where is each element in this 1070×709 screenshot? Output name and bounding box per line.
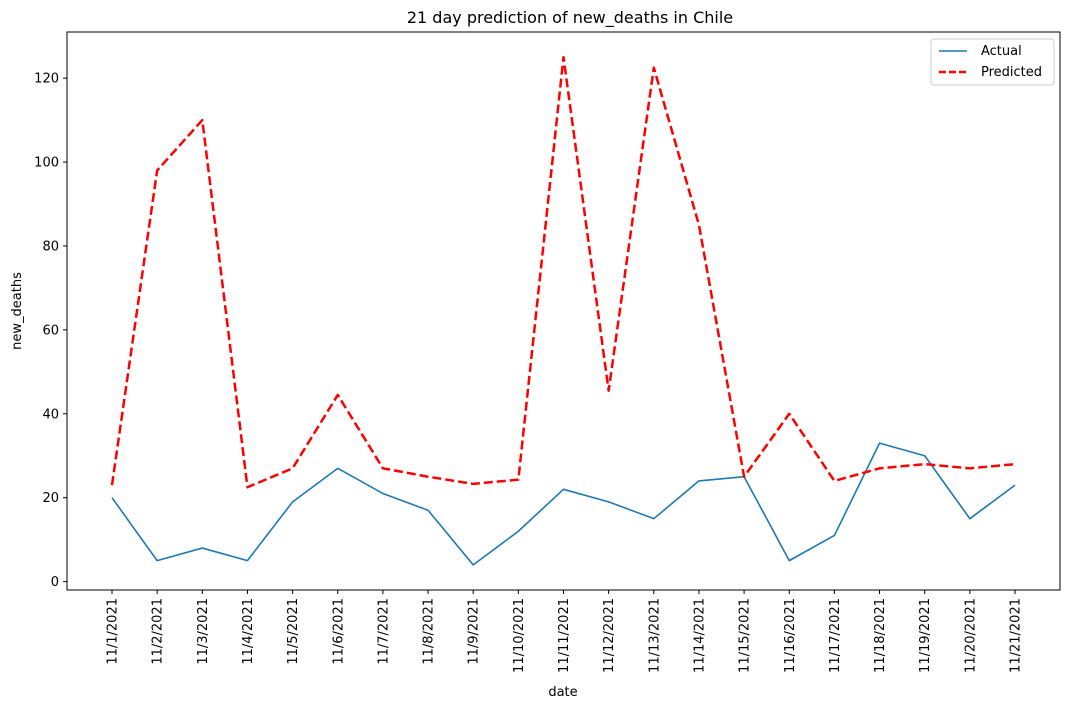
y-tick-label: 40 bbox=[42, 407, 59, 422]
series-line-predicted bbox=[110, 55, 1016, 489]
x-tick-label: 11/10/2021 bbox=[512, 598, 527, 673]
chart-title: 21 day prediction of new_deaths in Chile bbox=[407, 8, 733, 28]
x-tick-label: 11/14/2021 bbox=[692, 598, 707, 673]
series-line-actual bbox=[111, 442, 1016, 566]
x-tick-label: 11/12/2021 bbox=[602, 598, 617, 673]
x-tick-label: 11/3/2021 bbox=[196, 598, 211, 665]
x-tick-label: 11/2/2021 bbox=[151, 598, 166, 665]
y-tick-label: 120 bbox=[34, 72, 59, 87]
x-tick-label: 11/18/2021 bbox=[873, 598, 888, 673]
plot-area bbox=[66, 31, 1061, 591]
series-group bbox=[110, 55, 1016, 566]
legend-label-predicted: Predicted bbox=[981, 65, 1042, 80]
y-axis: 0 20 40 60 80 100 120 bbox=[34, 72, 67, 590]
x-tick-label: 11/17/2021 bbox=[828, 598, 843, 673]
x-tick-label: 11/8/2021 bbox=[422, 598, 437, 665]
x-tick-label: 11/7/2021 bbox=[376, 598, 391, 665]
y-axis-label: new_deaths bbox=[10, 272, 25, 350]
y-tick-label: 0 bbox=[51, 575, 59, 590]
x-tick-label: 11/1/2021 bbox=[106, 598, 121, 665]
y-tick-label: 20 bbox=[42, 491, 59, 506]
legend: Actual Predicted bbox=[930, 38, 1055, 86]
x-tick-label: 11/9/2021 bbox=[467, 598, 482, 665]
x-axis: 11/1/2021 11/2/2021 11/3/2021 11/4/2021 11/5… bbox=[106, 590, 1024, 673]
y-tick-label: 80 bbox=[42, 239, 59, 254]
x-tick-label: 11/13/2021 bbox=[647, 598, 662, 673]
x-tick-label: 11/11/2021 bbox=[557, 598, 572, 673]
x-tick-label: 11/16/2021 bbox=[783, 598, 798, 673]
x-tick-label: 11/6/2021 bbox=[331, 598, 346, 665]
x-axis-label: date bbox=[548, 685, 577, 700]
x-tick-label: 11/5/2021 bbox=[286, 598, 301, 665]
x-tick-label: 11/4/2021 bbox=[241, 598, 256, 665]
x-tick-label: 11/19/2021 bbox=[918, 598, 933, 673]
y-tick-label: 60 bbox=[42, 323, 59, 338]
x-tick-label: 11/20/2021 bbox=[963, 598, 978, 673]
y-tick-label: 100 bbox=[34, 156, 59, 171]
x-tick-label: 11/15/2021 bbox=[738, 598, 753, 673]
legend-label-actual: Actual bbox=[981, 44, 1022, 59]
x-tick-label: 11/21/2021 bbox=[1009, 598, 1024, 673]
